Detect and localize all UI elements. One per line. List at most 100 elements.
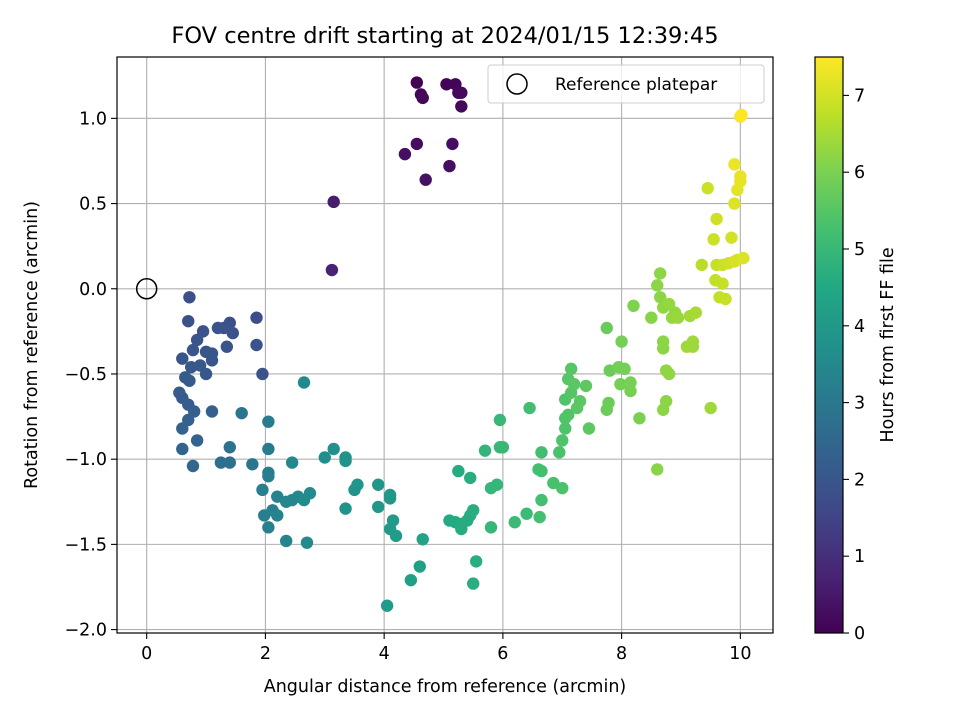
y-tick-label: 0.5 bbox=[79, 195, 107, 215]
colorbar-gradient bbox=[814, 56, 844, 634]
data-point bbox=[633, 412, 646, 425]
colorbar-tick-label: 0 bbox=[854, 624, 865, 644]
data-point bbox=[464, 471, 477, 485]
data-point bbox=[455, 100, 468, 113]
data-point bbox=[176, 352, 189, 365]
data-point bbox=[671, 311, 685, 324]
plot-area: 0 2 4 6 8 10 −2.0 −1.5 −1.0 −0.5 0.0 0.5 1.0 bbox=[65, 56, 774, 664]
data-point bbox=[223, 456, 236, 469]
data-point bbox=[176, 442, 189, 456]
data-point bbox=[205, 405, 219, 418]
data-point bbox=[452, 464, 465, 478]
data-point bbox=[559, 422, 572, 435]
data-point bbox=[484, 521, 498, 534]
data-point bbox=[285, 493, 299, 507]
data-point bbox=[701, 182, 714, 195]
data-point bbox=[327, 195, 340, 209]
y-tick-label: −1.5 bbox=[65, 535, 108, 555]
data-point bbox=[561, 408, 575, 422]
data-point bbox=[383, 492, 397, 505]
data-point bbox=[256, 367, 269, 381]
data-point bbox=[567, 377, 581, 391]
legend-marker-icon bbox=[506, 73, 528, 95]
colorbar-ticks: 0 1 2 3 4 5 6 7 bbox=[843, 86, 865, 644]
chart-title: FOV centre drift starting at 2024/01/15 … bbox=[171, 23, 718, 49]
y-tick-label: −0.5 bbox=[65, 365, 108, 385]
data-point bbox=[235, 406, 248, 420]
data-point bbox=[416, 533, 429, 546]
data-point bbox=[339, 454, 352, 468]
data-point bbox=[618, 362, 631, 376]
data-point bbox=[728, 158, 741, 171]
data-point bbox=[651, 463, 664, 476]
x-tick-label: 0 bbox=[141, 644, 152, 664]
data-point bbox=[734, 170, 747, 183]
data-point bbox=[556, 481, 569, 495]
data-point bbox=[627, 299, 640, 313]
y-tick-label: −1.0 bbox=[65, 450, 108, 470]
data-point bbox=[645, 311, 658, 324]
data-point bbox=[404, 573, 418, 587]
x-tick-label: 2 bbox=[260, 644, 271, 664]
data-point bbox=[689, 306, 703, 319]
data-point bbox=[624, 384, 637, 398]
data-point bbox=[716, 277, 729, 290]
data-point bbox=[535, 493, 548, 507]
data-point bbox=[300, 536, 314, 549]
data-point bbox=[220, 340, 234, 353]
data-point bbox=[493, 413, 507, 427]
data-point bbox=[704, 401, 717, 415]
data-point bbox=[262, 442, 275, 456]
data-point bbox=[654, 291, 667, 304]
x-tick-label: 6 bbox=[497, 644, 508, 664]
data-point bbox=[443, 159, 456, 173]
data-point bbox=[256, 483, 269, 497]
data-point bbox=[466, 577, 480, 590]
colorbar-label: Hours from first FF file bbox=[878, 247, 898, 442]
data-point bbox=[615, 335, 628, 348]
y-tick-label: 0.0 bbox=[79, 280, 107, 300]
data-point bbox=[325, 263, 339, 277]
data-point bbox=[262, 521, 275, 534]
legend-label: Reference platepar bbox=[555, 75, 717, 95]
data-point bbox=[297, 493, 311, 507]
x-tick-label: 8 bbox=[616, 644, 627, 664]
x-axis-label: Angular distance from reference (arcmin) bbox=[264, 677, 627, 697]
colorbar-tick-label: 2 bbox=[854, 470, 865, 490]
plot-background bbox=[117, 57, 773, 633]
colorbar-tick-label: 3 bbox=[854, 394, 865, 414]
data-point bbox=[478, 444, 492, 457]
data-point bbox=[570, 401, 584, 415]
data-point bbox=[351, 478, 364, 491]
data-point bbox=[533, 510, 546, 524]
colorbar-tick-label: 4 bbox=[854, 317, 865, 337]
data-point bbox=[214, 456, 228, 469]
data-point bbox=[226, 326, 239, 340]
data-point bbox=[446, 137, 459, 151]
data-point bbox=[416, 91, 429, 105]
data-point bbox=[223, 441, 236, 454]
data-point bbox=[654, 267, 667, 280]
data-point bbox=[707, 233, 720, 246]
data-point bbox=[271, 509, 284, 522]
data-point bbox=[410, 137, 424, 151]
data-point bbox=[372, 500, 385, 514]
legend: Reference platepar bbox=[487, 64, 765, 104]
data-point bbox=[523, 401, 536, 415]
data-point bbox=[695, 258, 708, 272]
x-axis-ticks: 0 2 4 6 8 10 bbox=[141, 633, 751, 664]
data-point bbox=[656, 342, 670, 355]
y-tick-label: −2.0 bbox=[65, 621, 108, 641]
data-point bbox=[735, 108, 748, 122]
data-point bbox=[186, 343, 200, 357]
data-point bbox=[262, 415, 275, 428]
reference-platepar-marker bbox=[135, 278, 158, 300]
y-axis-ticks: −2.0 −1.5 −1.0 −0.5 0.0 0.5 1.0 bbox=[65, 109, 117, 641]
data-point bbox=[205, 354, 219, 367]
data-point bbox=[380, 599, 394, 612]
colorbar-tick-label: 7 bbox=[854, 86, 865, 106]
data-point bbox=[490, 478, 504, 491]
data-point bbox=[553, 446, 566, 459]
data-point bbox=[262, 470, 275, 483]
